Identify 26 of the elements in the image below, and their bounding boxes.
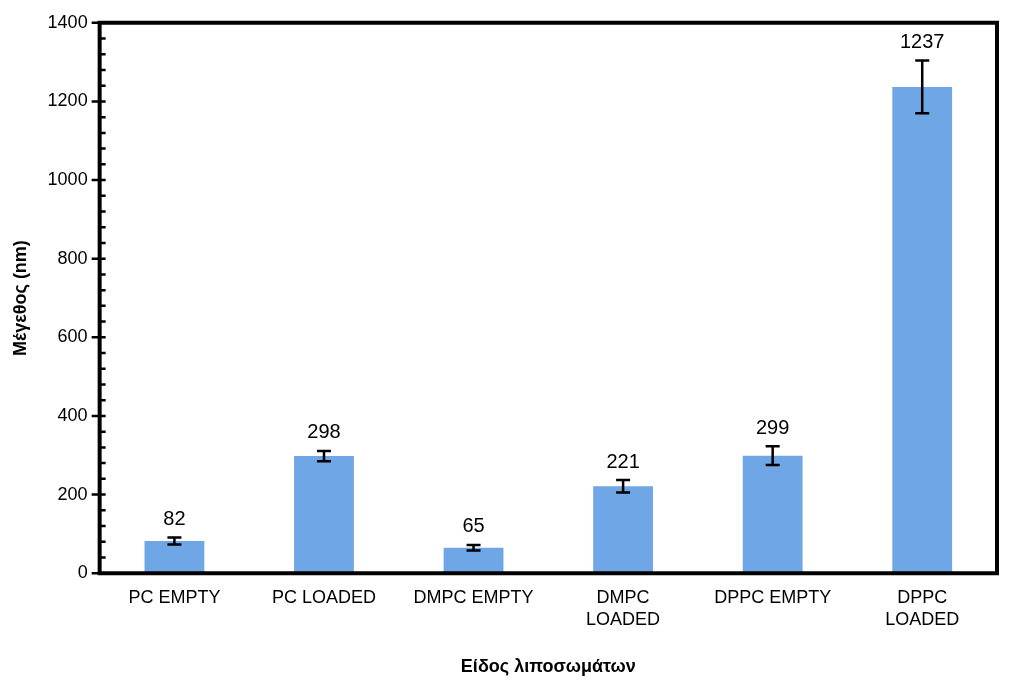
data-label: 221 xyxy=(606,449,640,472)
x-tick-label: PC LOADED xyxy=(271,586,376,607)
x-tick-label: DPPC EMPTY xyxy=(714,586,832,607)
y-tick-label: 400 xyxy=(57,404,88,425)
bar xyxy=(742,455,803,574)
y-tick-label: 800 xyxy=(57,247,88,268)
data-label: 82 xyxy=(163,506,186,529)
data-label: 299 xyxy=(755,415,790,438)
x-tick-label: PC EMPTY xyxy=(128,586,221,607)
bar xyxy=(294,456,354,574)
x-tick-label: DMPC LOADED xyxy=(586,586,661,629)
y-tick-label: 1000 xyxy=(47,169,88,190)
bar xyxy=(593,486,654,574)
x-tick-label: DPPC LOADED xyxy=(885,586,960,629)
y-tick-label: 200 xyxy=(57,483,88,504)
y-tick-label: 1200 xyxy=(47,90,88,111)
data-label: 298 xyxy=(307,420,341,443)
y-tick-label: 600 xyxy=(57,326,88,347)
y-tick-label: 0 xyxy=(77,562,88,583)
data-label: 65 xyxy=(462,514,485,537)
data-label: 1237 xyxy=(899,30,945,53)
bar xyxy=(892,86,953,574)
y-axis-title: Μέγεθος (nm) xyxy=(9,240,30,356)
x-axis-title: Είδος λιποσωμάτων xyxy=(460,656,636,677)
x-tick-label: DMPC EMPTY xyxy=(413,586,534,607)
y-tick-label: 1400 xyxy=(47,11,88,32)
